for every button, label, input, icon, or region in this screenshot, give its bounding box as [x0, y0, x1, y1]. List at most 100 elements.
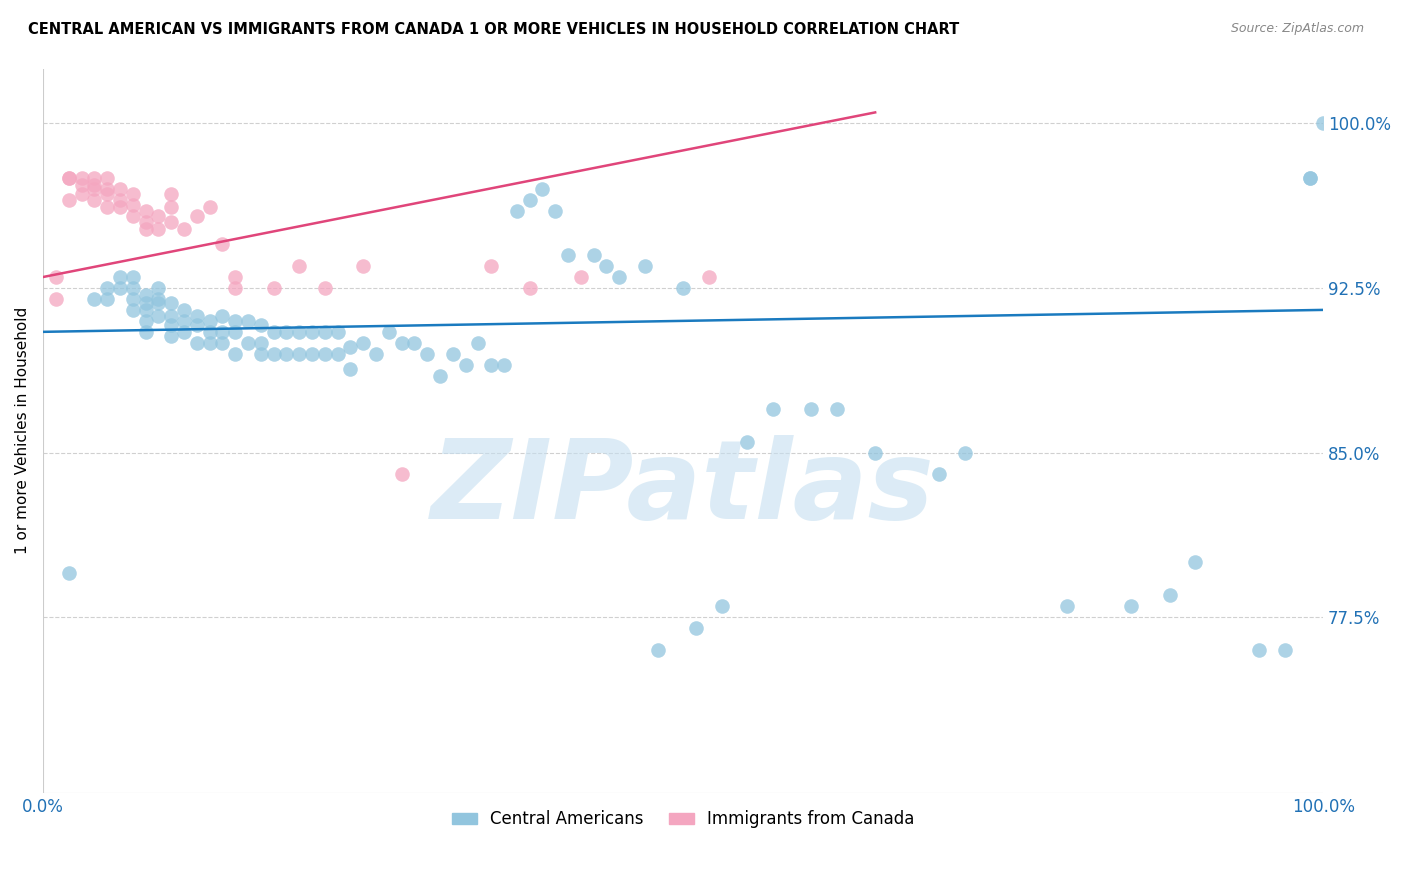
Point [1121, 599, 1143, 614]
Point [135, 221, 157, 235]
Point [544, 204, 567, 219]
Point [301, 347, 323, 361]
Point [173, 221, 195, 235]
Point [121, 292, 143, 306]
Point [479, 358, 502, 372]
Point [83, 178, 105, 192]
Point [429, 368, 451, 383]
Point [364, 347, 387, 361]
Point [863, 445, 886, 459]
Point [121, 270, 143, 285]
Point [148, 281, 170, 295]
Point [160, 318, 183, 333]
Point [492, 358, 515, 372]
Point [160, 200, 183, 214]
Point [135, 296, 157, 310]
Point [148, 296, 170, 310]
Point [416, 347, 439, 361]
Point [404, 335, 426, 350]
Point [96, 171, 118, 186]
Point [186, 310, 208, 324]
Point [58, 171, 80, 186]
Point [121, 197, 143, 211]
Point [198, 314, 221, 328]
Point [211, 325, 233, 339]
Point [186, 335, 208, 350]
Point [148, 310, 170, 324]
Point [506, 204, 529, 219]
Point [58, 566, 80, 581]
Point [825, 401, 848, 416]
Point [224, 325, 246, 339]
Point [108, 281, 131, 295]
Point [276, 325, 298, 339]
Point [288, 347, 311, 361]
Point [467, 335, 489, 350]
Point [108, 200, 131, 214]
Point [160, 186, 183, 201]
Point [135, 325, 157, 339]
Point [211, 310, 233, 324]
Point [314, 325, 336, 339]
Y-axis label: 1 or more Vehicles in Household: 1 or more Vehicles in Household [15, 307, 30, 554]
Point [454, 358, 477, 372]
Point [672, 281, 695, 295]
Text: ZIPatlas: ZIPatlas [432, 435, 935, 542]
Point [173, 302, 195, 317]
Point [249, 347, 271, 361]
Point [326, 347, 349, 361]
Point [211, 237, 233, 252]
Legend: Central Americans, Immigrants from Canada: Central Americans, Immigrants from Canad… [446, 804, 921, 835]
Point [1184, 555, 1206, 569]
Point [1299, 171, 1322, 186]
Point [569, 270, 592, 285]
Point [263, 347, 285, 361]
Point [58, 171, 80, 186]
Point [96, 281, 118, 295]
Point [108, 270, 131, 285]
Point [263, 281, 285, 295]
Point [519, 193, 541, 207]
Point [121, 209, 143, 223]
Point [607, 270, 630, 285]
Point [160, 310, 183, 324]
Point [135, 287, 157, 301]
Point [224, 281, 246, 295]
Point [70, 178, 93, 192]
Point [710, 599, 733, 614]
Point [288, 325, 311, 339]
Point [198, 325, 221, 339]
Point [198, 335, 221, 350]
Point [160, 215, 183, 229]
Point [83, 171, 105, 186]
Point [735, 434, 758, 449]
Point [83, 292, 105, 306]
Point [352, 259, 374, 273]
Point [531, 182, 554, 196]
Point [479, 259, 502, 273]
Point [121, 281, 143, 295]
Point [339, 340, 361, 354]
Point [45, 270, 67, 285]
Point [391, 467, 413, 482]
Point [800, 401, 823, 416]
Point [173, 314, 195, 328]
Point [198, 200, 221, 214]
Point [160, 329, 183, 343]
Point [224, 347, 246, 361]
Point [70, 171, 93, 186]
Point [762, 401, 785, 416]
Point [595, 259, 617, 273]
Point [928, 467, 950, 482]
Point [135, 314, 157, 328]
Point [352, 335, 374, 350]
Point [121, 186, 143, 201]
Point [697, 270, 720, 285]
Point [211, 335, 233, 350]
Point [160, 296, 183, 310]
Point [953, 445, 976, 459]
Text: Source: ZipAtlas.com: Source: ZipAtlas.com [1230, 22, 1364, 36]
Point [148, 209, 170, 223]
Point [326, 325, 349, 339]
Point [70, 186, 93, 201]
